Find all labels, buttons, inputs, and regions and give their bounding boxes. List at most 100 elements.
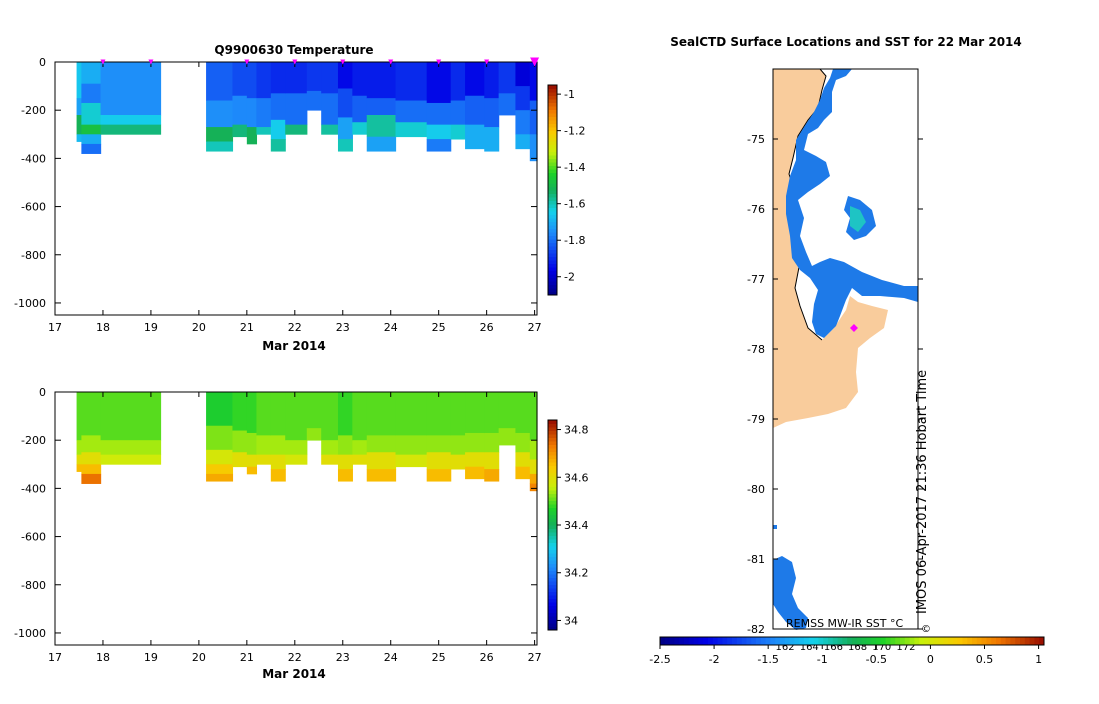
temperature-axes: 17 18 19 20 21 22 23 24 25 26 27 0 -200 -400 -600 -800 -… — [14, 56, 542, 334]
temp-cell — [426, 62, 452, 104]
sst-colorbar-segment — [684, 637, 690, 645]
sal-colorbar-tick-label: 34.8 — [564, 424, 589, 437]
map-lon-label: 162 — [776, 642, 795, 653]
sal-cell — [465, 432, 485, 453]
sst-colorbar-segment — [938, 637, 944, 645]
sal-cell — [206, 425, 234, 451]
temp-cell — [321, 124, 339, 135]
salinity-axes: 17 18 19 20 21 22 23 24 25 26 27 0 -200 -400 -600 -800 -… — [14, 386, 542, 664]
temp-cell — [270, 119, 286, 140]
sal-colorbar-segment — [548, 598, 557, 603]
temp-cell — [515, 134, 531, 150]
sal-cell — [352, 454, 368, 465]
temp-colorbar-segment — [548, 197, 557, 201]
sst-colorbar-segment — [1020, 637, 1026, 645]
sal-cell — [426, 392, 452, 436]
sal-cell — [246, 432, 258, 456]
temp-cell — [76, 98, 82, 116]
sst-colorbar-segment — [948, 637, 954, 645]
temp-colorbar-segment — [548, 116, 557, 121]
temp-cell — [337, 62, 353, 89]
sst-colorbar-segment — [751, 637, 757, 645]
temp-colorbar-segment — [548, 256, 557, 261]
sst-colorbar-segment — [880, 637, 887, 645]
temp-cell — [426, 124, 452, 140]
sst-colorbar-segment — [861, 637, 867, 645]
temp-y-tick-label: -200 — [21, 104, 46, 117]
sal-cell — [100, 454, 162, 465]
sal-cell — [465, 392, 485, 434]
temp-cell — [366, 115, 397, 138]
temp-cell — [81, 124, 102, 135]
sal-cell — [256, 392, 272, 436]
sal-cell — [246, 466, 258, 475]
sal-cell — [426, 435, 452, 453]
temp-cell — [246, 62, 258, 99]
sal-colorbar-segment — [548, 595, 557, 599]
sal-colorbar-segment — [548, 612, 557, 617]
sst-colorbar-segment — [866, 637, 872, 645]
temp-colorbar-tick-label: -1.4 — [564, 161, 585, 174]
sal-colorbar-segment — [548, 511, 557, 515]
sst-colorbar-segment — [712, 637, 719, 645]
temp-cell — [100, 115, 162, 126]
sst-colorbar-segment — [1010, 637, 1016, 645]
sal-cell — [426, 469, 452, 482]
map-lat-tick-label: -79 — [747, 413, 765, 426]
map-lon-label: 172 — [896, 642, 915, 653]
sal-colorbar-segment — [548, 430, 557, 435]
sal-cell — [529, 392, 538, 441]
temp-colorbar-segment — [548, 246, 557, 250]
sal-x-tick-label: 24 — [384, 651, 398, 664]
sst-map: SealCTD Surface Locations and SST for 22… — [649, 35, 1045, 666]
sst-colorbar-segment — [933, 637, 939, 645]
sal-cell — [100, 440, 162, 456]
temp-cell — [232, 62, 248, 97]
sal-cell — [256, 454, 272, 465]
sal-cell — [450, 454, 466, 470]
temp-colorbar-segment — [548, 169, 557, 173]
sst-colorbar-segment — [664, 637, 671, 645]
profile-markers — [100, 57, 540, 67]
sal-colorbar-tick-label: 34.6 — [564, 471, 589, 484]
temp-colorbar-segment — [548, 211, 557, 215]
temp-colorbar-segment — [548, 253, 557, 257]
temp-cell — [366, 62, 397, 99]
temp-colorbar-segment — [548, 218, 557, 222]
sal-colorbar-segment — [548, 542, 557, 547]
sal-colorbar-segment — [548, 462, 557, 466]
sal-cell — [529, 440, 538, 460]
sal-colorbar-segment — [548, 420, 557, 424]
sst-colorbar-segment — [698, 637, 704, 645]
sal-colorbar-segment — [548, 427, 557, 431]
temp-cell — [206, 127, 234, 142]
sal-x-tick-label: 19 — [144, 651, 158, 664]
temp-colorbar-segment — [548, 120, 557, 124]
temperature-profile-cells — [76, 62, 538, 162]
temp-cell — [81, 83, 102, 104]
sal-cell — [498, 428, 517, 446]
temp-cell — [232, 95, 248, 126]
temp-colorbar-segment — [548, 106, 557, 110]
sst-colorbar-segment — [756, 637, 762, 645]
sst-colorbar-tick-label: -1 — [817, 653, 828, 666]
temp-cell — [256, 127, 272, 135]
sal-colorbar-segment — [548, 605, 557, 610]
sst-colorbar-segment — [679, 637, 685, 645]
sal-x-tick-label: 26 — [480, 651, 494, 664]
sal-cell — [232, 430, 248, 453]
temp-colorbar-segment — [548, 148, 557, 152]
temp-y-tick-label: -1000 — [14, 297, 46, 310]
map-lat-tick-label: -82 — [747, 623, 765, 636]
sst-colorbar-segment — [688, 637, 695, 645]
sst-colorbar-segment — [986, 637, 992, 645]
sal-y-tick-label: -1000 — [14, 627, 46, 640]
sal-colorbar-segment — [548, 539, 557, 543]
sal-cell — [395, 392, 428, 436]
salinity-profile-cells — [76, 392, 538, 492]
sal-cell — [76, 440, 82, 456]
temp-colorbar-segment — [548, 113, 557, 117]
sst-coastal-polynya — [786, 69, 918, 338]
sst-colorbar-segment — [674, 637, 680, 645]
profile-marker — [244, 59, 250, 65]
